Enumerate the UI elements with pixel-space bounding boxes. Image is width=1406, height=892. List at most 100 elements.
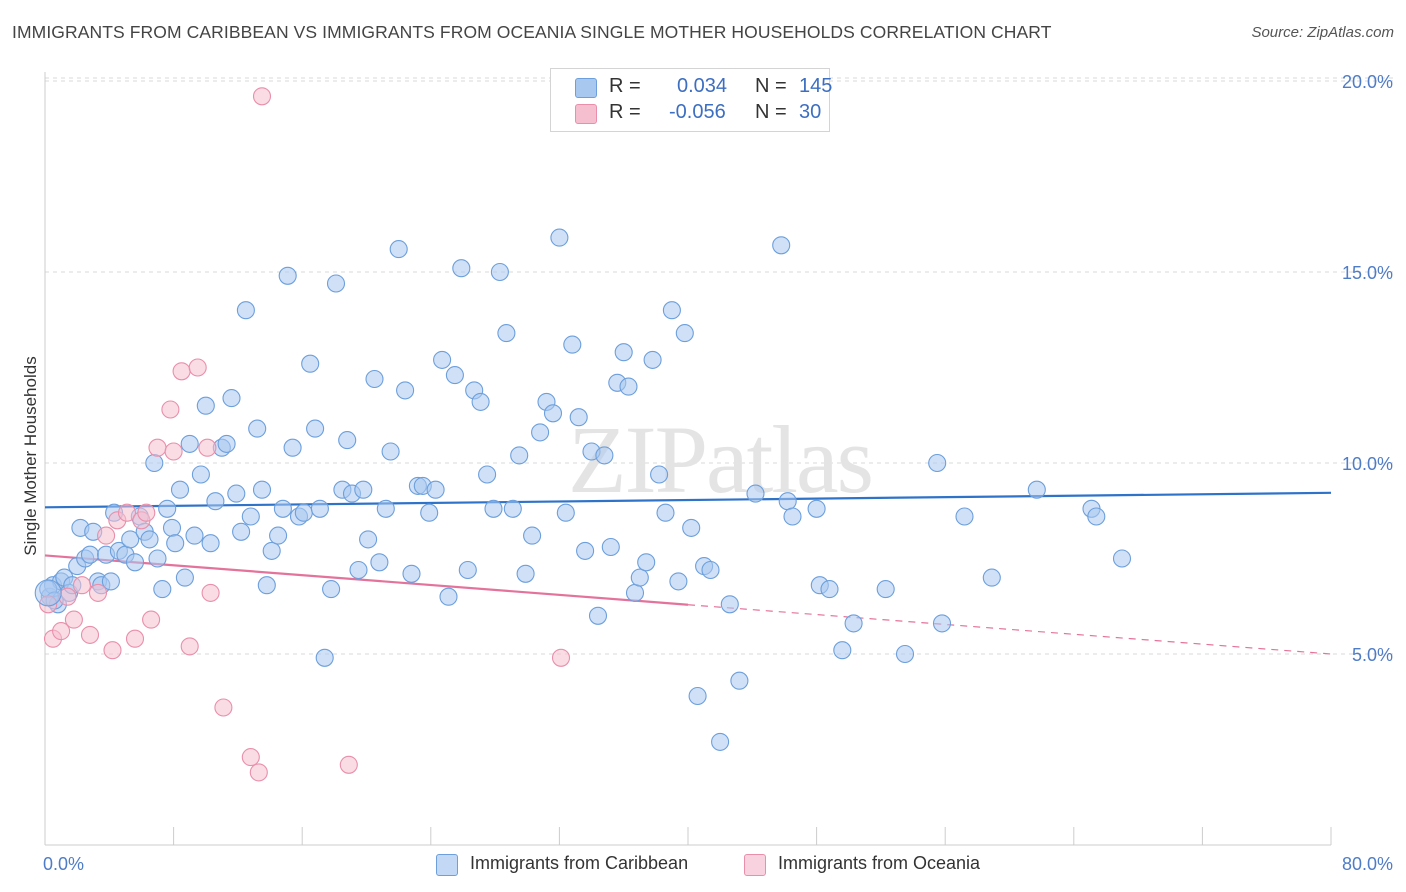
caribbean-point <box>294 503 313 522</box>
caribbean-point <box>543 404 563 423</box>
oceania-point <box>172 362 191 381</box>
series-swatch-oceania <box>744 854 766 876</box>
oceania-point <box>72 576 92 595</box>
caribbean-point <box>196 396 215 415</box>
legend-n-value: 145 <box>799 75 833 97</box>
caribbean-point <box>955 507 974 526</box>
y-tick-label: 10.0% <box>1342 454 1393 474</box>
caribbean-point <box>730 671 749 690</box>
oceania-point <box>249 763 268 782</box>
caribbean-point <box>471 392 490 411</box>
series-label-oceania: Immigrants from Oceania <box>778 853 981 873</box>
caribbean-point <box>338 431 357 450</box>
caribbean-point <box>370 553 389 572</box>
caribbean-point <box>376 499 395 518</box>
oceania-point <box>97 526 116 545</box>
caribbean-point <box>315 648 334 667</box>
caribbean-point <box>478 465 497 484</box>
caribbean-point <box>772 236 791 255</box>
axes <box>44 72 1332 846</box>
caribbean-point <box>711 732 730 751</box>
caribbean-point <box>185 526 204 545</box>
caribbean-point <box>701 560 720 580</box>
caribbean-point <box>601 537 620 557</box>
caribbean-point <box>783 507 802 526</box>
oceania-point <box>142 610 161 629</box>
caribbean-point <box>619 377 638 396</box>
caribbean-point <box>1027 480 1046 499</box>
caribbean-point <box>158 499 177 518</box>
legend-r-value: 0.034 <box>677 75 728 97</box>
oceania-point <box>64 610 83 629</box>
series-legend: Immigrants from Caribbean Immigrants fro… <box>0 852 1406 878</box>
caribbean-point <box>227 484 246 503</box>
caribbean-point <box>269 526 288 545</box>
caribbean-point <box>301 354 320 373</box>
oceania-point <box>80 625 100 644</box>
caribbean-point <box>876 580 895 599</box>
caribbean-point <box>569 408 588 427</box>
oceania-point <box>551 648 571 667</box>
oceania-point <box>241 748 260 767</box>
oceania-trend-line-dashed <box>687 604 1332 655</box>
caribbean-point <box>523 526 542 545</box>
caribbean-point <box>262 541 281 560</box>
caribbean-point <box>201 534 220 553</box>
oceania-points <box>39 87 571 782</box>
caribbean-point <box>175 568 194 587</box>
caribbean-point <box>720 595 739 614</box>
caribbean-point <box>257 576 276 595</box>
caribbean-point <box>820 580 839 599</box>
caribbean-point <box>625 583 645 602</box>
oceania-point <box>198 438 217 457</box>
y-tick-label: 20.0% <box>1342 72 1393 92</box>
caribbean-point-cluster <box>34 579 62 607</box>
oceania-point <box>164 442 183 461</box>
caribbean-point <box>354 480 373 499</box>
y-tick-label: 15.0% <box>1342 263 1393 283</box>
caribbean-point <box>452 259 471 278</box>
caribbean-point <box>140 530 159 549</box>
caribbean-point <box>365 369 384 389</box>
caribbean-point <box>283 438 302 457</box>
caribbean-point <box>191 465 210 484</box>
caribbean-point <box>656 503 675 522</box>
caribbean-point <box>688 686 707 706</box>
tick-labels: 5.0% 10.0% 15.0% 20.0% 0.0% 80.0% <box>43 72 1393 874</box>
trend-lines <box>44 491 1332 655</box>
caribbean-point <box>550 228 569 247</box>
caribbean-point <box>675 324 694 343</box>
oceania-point <box>161 400 180 419</box>
caribbean-point <box>306 419 325 438</box>
caribbean-point <box>1087 507 1106 526</box>
caribbean-point <box>576 541 595 560</box>
y-tick-label: 5.0% <box>1352 645 1393 665</box>
caribbean-point <box>232 522 251 541</box>
caribbean-point <box>121 530 140 549</box>
caribbean-point <box>80 545 100 564</box>
caribbean-point <box>402 564 421 583</box>
oceania-point <box>137 503 156 522</box>
legend-r-label: R = <box>609 75 641 97</box>
caribbean-point <box>643 350 662 369</box>
caribbean-point <box>928 453 947 473</box>
oceania-point <box>125 629 145 648</box>
caribbean-point <box>125 553 145 572</box>
caribbean-point <box>180 434 199 453</box>
x-tick-label-max: 80.0% <box>1342 854 1393 874</box>
legend-n-value: 30 <box>799 101 822 123</box>
caribbean-point <box>895 644 915 664</box>
caribbean-point <box>833 641 852 660</box>
caribbean-point <box>982 568 1001 587</box>
caribbean-point <box>650 465 669 484</box>
caribbean-point <box>497 324 516 343</box>
caribbean-point <box>439 587 458 606</box>
series-swatch-caribbean <box>436 854 458 876</box>
caribbean-point <box>637 553 656 572</box>
caribbean-point <box>433 350 452 369</box>
oceania-point <box>148 438 167 457</box>
chart-title: IMMIGRANTS FROM CARIBBEAN VS IMMIGRANTS … <box>12 22 1052 42</box>
oceania-point <box>103 641 122 660</box>
caribbean-point <box>844 614 863 633</box>
caribbean-point <box>746 484 765 503</box>
